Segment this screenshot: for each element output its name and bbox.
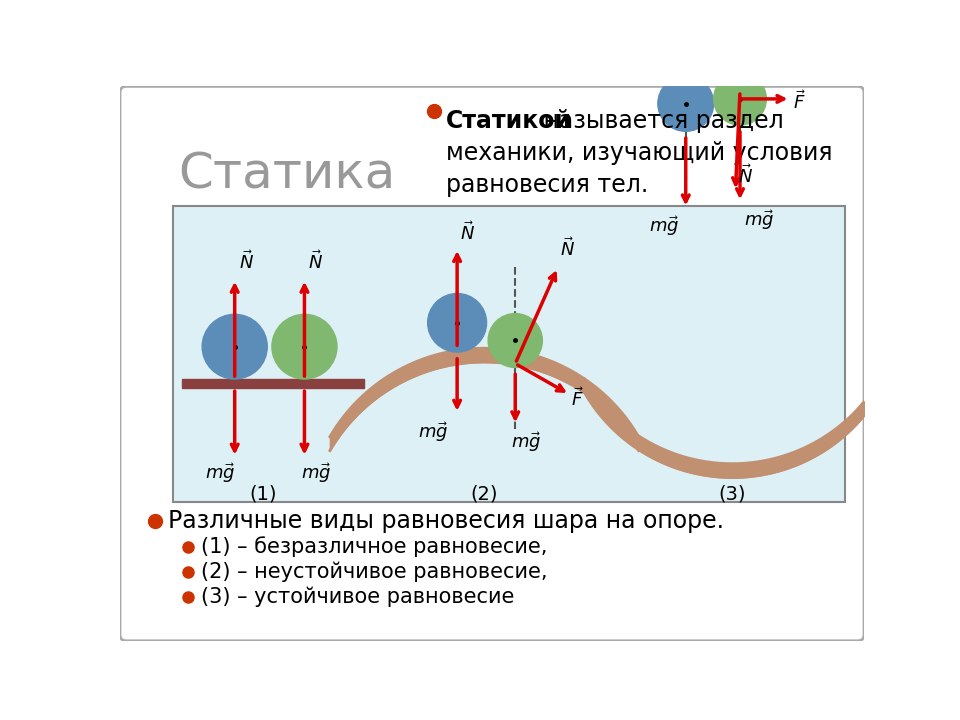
Bar: [173, 206, 845, 502]
Text: (2) – неустойчивое равновесие,: (2) – неустойчивое равновесие,: [202, 562, 548, 582]
Text: $\vec{N}$: $\vec{N}$: [239, 250, 253, 273]
Circle shape: [713, 73, 766, 125]
Text: $\vec{N}$: $\vec{N}$: [737, 164, 753, 187]
Text: Различные виды равновесия шара на опоре.: Различные виды равновесия шара на опоре.: [168, 510, 724, 534]
Text: $\vec{N}$: $\vec{N}$: [308, 250, 324, 273]
Text: $\vec{N}$: $\vec{N}$: [561, 237, 575, 260]
Text: $m\vec{g}$: $m\vec{g}$: [744, 208, 775, 232]
Text: (3): (3): [718, 485, 746, 504]
Text: (3) – устойчивое равновесие: (3) – устойчивое равновесие: [202, 587, 515, 607]
Text: (1): (1): [250, 485, 277, 504]
Text: $m\vec{g}$: $m\vec{g}$: [419, 420, 448, 444]
Text: Статика: Статика: [179, 151, 396, 199]
Text: Статикой: Статикой: [445, 109, 571, 133]
Text: $\vec{N}$: $\vec{N}$: [460, 221, 475, 244]
Circle shape: [427, 294, 487, 352]
FancyBboxPatch shape: [120, 86, 864, 641]
Circle shape: [272, 315, 337, 379]
Text: $m\vec{g}$: $m\vec{g}$: [512, 431, 541, 454]
Bar: [182, 379, 364, 388]
Text: $m\vec{g}$: $m\vec{g}$: [205, 462, 235, 485]
Text: называется раздел
механики, изучающий условия
равновесия тел.: называется раздел механики, изучающий ус…: [445, 109, 832, 197]
Circle shape: [488, 313, 542, 367]
Text: $\vec{F}$: $\vec{F}$: [571, 387, 584, 410]
Text: $m\vec{g}$: $m\vec{g}$: [300, 462, 331, 485]
Text: (2): (2): [470, 485, 498, 504]
Text: $\vec{F}$: $\vec{F}$: [793, 91, 805, 114]
Text: (1) – безразличное равновесие,: (1) – безразличное равновесие,: [202, 536, 548, 557]
Text: $m\vec{g}$: $m\vec{g}$: [649, 215, 679, 238]
Circle shape: [203, 315, 267, 379]
Circle shape: [658, 76, 713, 131]
